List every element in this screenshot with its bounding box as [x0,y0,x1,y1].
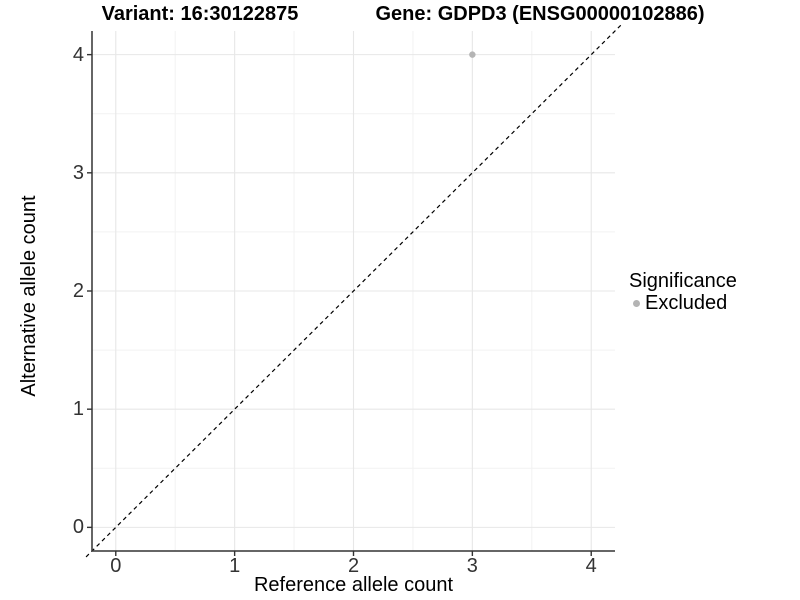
legend-item-label: Excluded [645,292,728,314]
y-tick-label: 1 [72,398,84,421]
y-tick-label: 3 [72,161,84,184]
variant-title: Variant: 16:30122875 [101,3,299,25]
excluded-circle-icon [633,299,640,307]
x-tick-label: 4 [585,555,597,577]
y-tick-label: 4 [72,43,84,66]
x-tick-label: 1 [229,555,241,577]
y-tick-label: 0 [72,516,84,539]
gene-title: Gene: GDPD3 (ENSG00000102886) [375,3,705,25]
identity-dashed-line [85,24,622,558]
legend: Significance Excluded [629,270,797,314]
y-tick-label: 2 [72,280,84,302]
legend-title: Significance [629,270,737,292]
x-tick-label: 0 [110,555,122,577]
x-tick-label: 2 [347,555,360,577]
x-axis-title: Reference allele count [253,574,453,596]
legend-item-excluded: Excluded [629,292,797,314]
x-tick-label: 3 [466,555,478,577]
data-point [469,51,476,58]
